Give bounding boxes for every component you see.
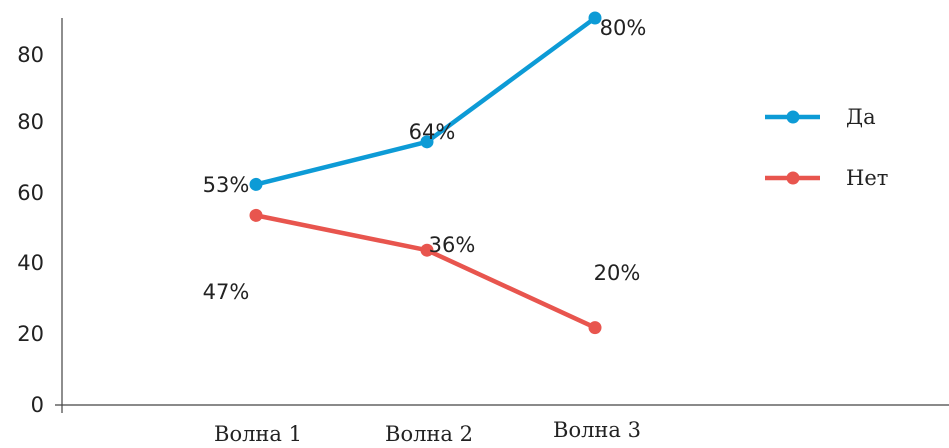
legend-swatch-marker xyxy=(786,171,800,185)
data-point xyxy=(249,208,263,222)
data-point xyxy=(420,243,434,257)
x-tick-label: Волна 3 xyxy=(553,418,641,442)
series-line-2 xyxy=(253,213,598,330)
data-point xyxy=(588,321,602,335)
y-tick-label: 80 xyxy=(17,43,44,67)
y-tick-label: 80 xyxy=(17,110,44,134)
data-label: 47% xyxy=(203,280,250,304)
y-tick-label: 60 xyxy=(17,181,44,205)
data-label: 53% xyxy=(203,173,250,197)
x-tick-label: Волна 2 xyxy=(385,422,473,446)
data-point xyxy=(249,177,263,191)
x-tick-label: Волна 1 xyxy=(214,422,302,446)
legend-label: Да xyxy=(846,105,876,129)
data-label: 20% xyxy=(594,261,641,285)
legend-swatch-marker xyxy=(786,110,800,124)
series-layer xyxy=(249,11,602,335)
data-label: 80% xyxy=(600,16,647,40)
series-line-1 xyxy=(253,15,598,187)
y-tick-label: 40 xyxy=(17,251,44,275)
data-labels: 53% 64% 80% 47% 36% 20% xyxy=(203,16,647,304)
data-label: 64% xyxy=(409,120,456,144)
y-tick-labels: 0 20 40 60 80 80 xyxy=(17,43,44,417)
legend: Да Нет xyxy=(765,105,888,190)
data-point xyxy=(588,11,602,25)
y-tick-label: 0 xyxy=(31,393,44,417)
x-tick-labels: Волна 1 Волна 2 Волна 3 xyxy=(214,418,641,446)
y-tick-label: 20 xyxy=(17,322,44,346)
legend-label: Нет xyxy=(846,166,888,190)
data-point xyxy=(420,135,434,149)
data-label: 36% xyxy=(429,233,476,257)
